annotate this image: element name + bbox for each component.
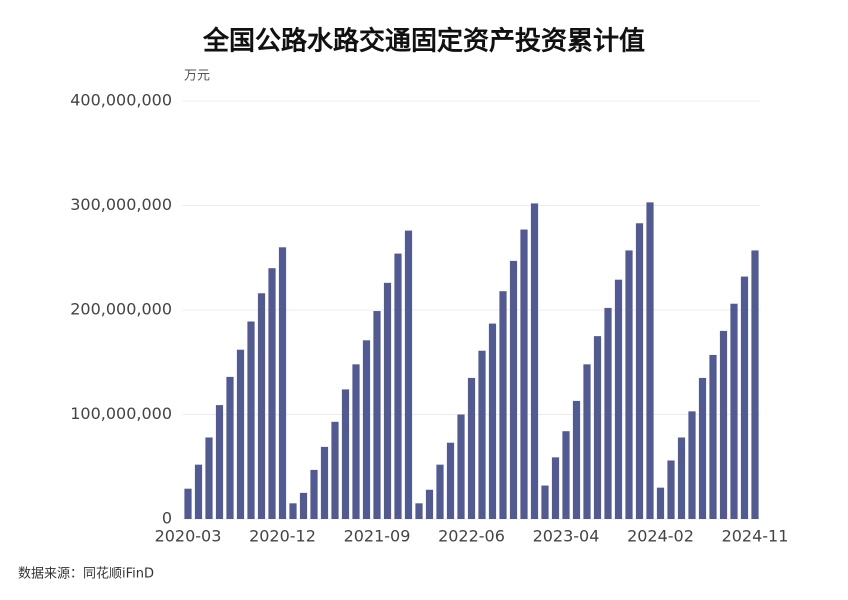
- bar: [383, 282, 392, 519]
- bar: [226, 376, 234, 519]
- bar: [184, 488, 192, 519]
- y-tick-label: 0: [162, 509, 172, 528]
- x-tick-label: 2024-02: [627, 527, 694, 546]
- bar: [268, 268, 276, 519]
- bar: [614, 279, 623, 519]
- y-unit: 万元: [184, 69, 210, 84]
- bar: [530, 203, 539, 519]
- bar: [478, 350, 486, 519]
- bar: [509, 260, 518, 519]
- bar: [677, 437, 686, 519]
- bar: [194, 464, 203, 519]
- bar: [446, 442, 455, 519]
- bar: [688, 411, 696, 519]
- bar: [520, 229, 528, 519]
- y-tick-label: 100,000,000: [70, 404, 172, 423]
- bar: [278, 247, 287, 520]
- bar: [352, 364, 360, 519]
- bar: [205, 437, 213, 519]
- bar: [257, 293, 266, 519]
- bar: [635, 223, 644, 519]
- chart-title: 全国公路水路交通固定资产投资累计值: [202, 26, 645, 57]
- bar: [425, 489, 434, 519]
- bar: [499, 291, 507, 519]
- y-tick-label: 200,000,000: [70, 300, 172, 319]
- x-tick-label: 2024-11: [722, 527, 789, 546]
- bar: [667, 460, 675, 519]
- bar: [551, 457, 560, 519]
- bar: [415, 503, 423, 519]
- bar: [593, 336, 602, 519]
- bar: [541, 485, 549, 519]
- bar: [331, 421, 339, 519]
- bar: [740, 276, 749, 519]
- bar: [320, 446, 329, 519]
- x-tick-label: 2020-12: [249, 527, 316, 546]
- bar: [604, 307, 612, 519]
- bar: [289, 503, 297, 519]
- bar: [236, 349, 245, 519]
- bar: [583, 364, 591, 519]
- bar: [656, 487, 665, 519]
- bar: [572, 400, 581, 519]
- bar: [341, 389, 350, 519]
- bar: [215, 405, 224, 519]
- bar: [698, 377, 707, 519]
- source: 数据来源：同花顺iFinD: [18, 566, 154, 582]
- bar: [730, 303, 738, 519]
- bar: [362, 340, 371, 519]
- x-tick-label: 2021-09: [344, 527, 411, 546]
- x-tick-label: 2023-04: [533, 527, 600, 546]
- bar: [310, 469, 318, 519]
- bar: [467, 377, 476, 519]
- bar: [436, 464, 444, 519]
- bar: [751, 250, 759, 519]
- bar: [625, 250, 633, 519]
- bar: [299, 492, 308, 519]
- bar: [488, 323, 497, 519]
- bar: [373, 311, 381, 519]
- y-tick-label: 300,000,000: [70, 195, 172, 214]
- bar: [562, 431, 570, 519]
- x-tick-label: 2022-06: [438, 527, 505, 546]
- bar: [394, 253, 402, 519]
- bar: [646, 202, 654, 520]
- bar: [404, 230, 413, 519]
- bar: [719, 330, 728, 519]
- bar: [457, 414, 465, 519]
- bar: [247, 321, 255, 519]
- y-tick-label: 400,000,000: [70, 91, 172, 110]
- x-tick-label: 2020-03: [155, 527, 222, 546]
- bar: [709, 354, 717, 519]
